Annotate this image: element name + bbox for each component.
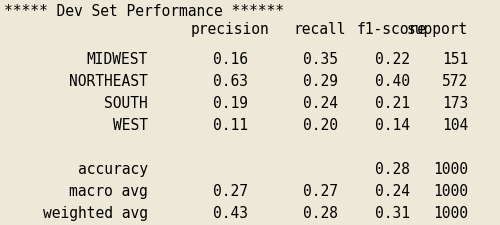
Text: 0.19: 0.19	[212, 96, 248, 110]
Text: 0.63: 0.63	[212, 74, 248, 89]
Text: 104: 104	[442, 117, 468, 132]
Text: 151: 151	[442, 52, 468, 67]
Text: 1000: 1000	[433, 205, 468, 220]
Text: 0.28: 0.28	[374, 161, 410, 176]
Text: 173: 173	[442, 96, 468, 110]
Text: precision: precision	[190, 22, 270, 37]
Text: 0.24: 0.24	[302, 96, 338, 110]
Text: WEST: WEST	[113, 117, 148, 132]
Text: ***** Dev Set Performance ******: ***** Dev Set Performance ******	[4, 4, 284, 19]
Text: accuracy: accuracy	[78, 161, 148, 176]
Text: 0.24: 0.24	[374, 183, 410, 198]
Text: recall: recall	[294, 22, 346, 37]
Text: MIDWEST: MIDWEST	[87, 52, 148, 67]
Text: 0.21: 0.21	[374, 96, 410, 110]
Text: 0.43: 0.43	[212, 205, 248, 220]
Text: macro avg: macro avg	[69, 183, 148, 198]
Text: 0.27: 0.27	[302, 183, 338, 198]
Text: 0.20: 0.20	[302, 117, 338, 132]
Text: NORTHEAST: NORTHEAST	[69, 74, 148, 89]
Text: 0.31: 0.31	[374, 205, 410, 220]
Text: 0.16: 0.16	[212, 52, 248, 67]
Text: support: support	[407, 22, 468, 37]
Text: f1-score: f1-score	[357, 22, 427, 37]
Text: 1000: 1000	[433, 183, 468, 198]
Text: 0.35: 0.35	[302, 52, 338, 67]
Text: SOUTH: SOUTH	[104, 96, 148, 110]
Text: 0.14: 0.14	[374, 117, 410, 132]
Text: 0.11: 0.11	[212, 117, 248, 132]
Text: 0.40: 0.40	[374, 74, 410, 89]
Text: 1000: 1000	[433, 161, 468, 176]
Text: weighted avg: weighted avg	[43, 205, 148, 220]
Text: 0.29: 0.29	[302, 74, 338, 89]
Text: 0.22: 0.22	[374, 52, 410, 67]
Text: 0.27: 0.27	[212, 183, 248, 198]
Text: 572: 572	[442, 74, 468, 89]
Text: 0.28: 0.28	[302, 205, 338, 220]
